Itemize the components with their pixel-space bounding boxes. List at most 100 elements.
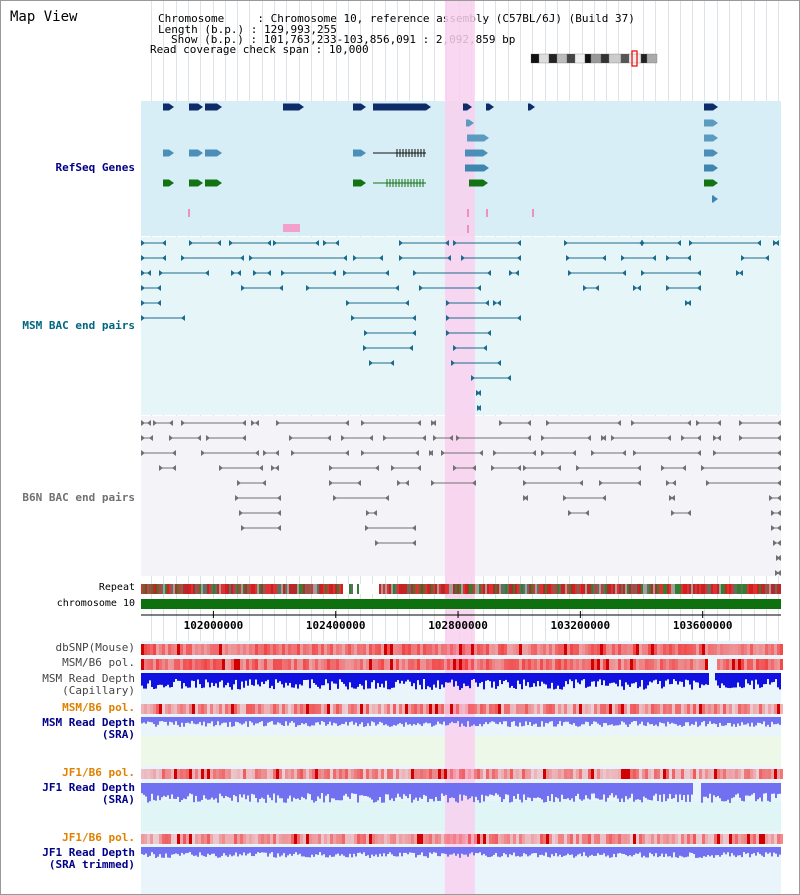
polymorphism-bin bbox=[219, 644, 222, 655]
polymorphism-bin bbox=[555, 834, 558, 844]
read-depth-bin bbox=[261, 847, 263, 853]
read-depth-bin bbox=[775, 847, 777, 854]
refseq-gene bbox=[467, 134, 484, 142]
read-depth-bin bbox=[183, 673, 185, 684]
polymorphism-bin bbox=[399, 769, 402, 779]
read-depth-bin bbox=[209, 717, 211, 724]
repeat-element bbox=[715, 584, 717, 594]
polymorphism-bin bbox=[630, 659, 633, 670]
read-depth-bin bbox=[485, 717, 487, 723]
read-depth-bin bbox=[243, 847, 245, 853]
read-depth-bin bbox=[367, 847, 369, 856]
polymorphism-bin bbox=[432, 704, 435, 714]
read-depth-bin bbox=[193, 717, 195, 724]
repeat-element bbox=[507, 584, 509, 594]
bac-end bbox=[713, 450, 717, 456]
read-depth-bin bbox=[209, 847, 211, 856]
read-depth-bin bbox=[571, 847, 573, 855]
read-depth-bin bbox=[689, 673, 691, 685]
bac-end bbox=[429, 450, 433, 456]
polymorphism-bin bbox=[240, 644, 243, 655]
polymorphism-bin bbox=[321, 704, 324, 714]
read-depth-bin bbox=[689, 783, 691, 802]
polymorphism-bin bbox=[582, 769, 585, 779]
polymorphism-bin bbox=[699, 769, 702, 779]
polymorphism-bin bbox=[318, 659, 321, 670]
polymorphism-bin bbox=[171, 659, 174, 670]
polymorphism-bin bbox=[414, 659, 417, 670]
polymorphism-bin bbox=[393, 704, 396, 714]
polymorphism-bin bbox=[312, 659, 315, 670]
read-depth-bin bbox=[615, 673, 617, 684]
gene-arrow bbox=[198, 103, 203, 111]
read-depth-bin bbox=[519, 847, 521, 857]
polymorphism-bin bbox=[426, 834, 429, 844]
repeat-element bbox=[547, 584, 549, 594]
polymorphism-bin bbox=[342, 644, 345, 655]
read-depth-bin bbox=[187, 847, 189, 853]
read-depth-bin bbox=[779, 673, 781, 690]
bac-end bbox=[240, 255, 244, 261]
polymorphism-bin bbox=[528, 704, 531, 714]
bac-end bbox=[637, 465, 641, 471]
read-depth-bin bbox=[309, 847, 311, 858]
repeat-element bbox=[331, 584, 333, 594]
label-msm-bac: MSM BAC end pairs bbox=[22, 319, 135, 332]
read-depth-bin bbox=[491, 783, 493, 795]
polymorphism-bin bbox=[297, 644, 300, 655]
read-depth-bin bbox=[275, 783, 277, 803]
read-depth-bin bbox=[321, 717, 323, 722]
polymorphism-bin bbox=[510, 704, 513, 714]
polymorphism-bin bbox=[621, 644, 624, 655]
polymorphism-bin bbox=[534, 704, 537, 714]
polymorphism-bin bbox=[537, 659, 540, 670]
read-depth-bin bbox=[279, 847, 281, 857]
polymorphism-bin bbox=[180, 704, 183, 714]
polymorphism-bin bbox=[726, 704, 729, 714]
polymorphism-bin bbox=[462, 704, 465, 714]
polymorphism-bin bbox=[570, 659, 573, 670]
read-depth-bin bbox=[645, 717, 647, 727]
polymorphism-bin bbox=[402, 769, 405, 779]
read-depth-bin bbox=[723, 717, 725, 726]
read-depth-bin bbox=[451, 847, 453, 855]
read-depth-bin bbox=[431, 783, 433, 799]
polymorphism-bin bbox=[153, 769, 156, 779]
polymorphism-bin bbox=[423, 644, 426, 655]
repeat-element bbox=[541, 584, 543, 594]
read-depth-bin bbox=[719, 717, 721, 723]
bac-end bbox=[453, 465, 457, 471]
read-depth-bin bbox=[751, 673, 753, 681]
gene-arrow bbox=[169, 103, 174, 111]
read-depth-bin bbox=[405, 673, 407, 682]
bac-end bbox=[777, 525, 781, 531]
read-depth-bin bbox=[387, 847, 389, 855]
read-depth-bin bbox=[377, 847, 379, 857]
read-depth-bin bbox=[515, 673, 517, 689]
bac-end bbox=[771, 510, 775, 516]
read-depth-bin bbox=[579, 783, 581, 800]
polymorphism-bin bbox=[282, 659, 285, 670]
bac-end bbox=[713, 435, 717, 441]
read-depth-bin bbox=[433, 783, 435, 802]
read-depth-bin bbox=[207, 847, 209, 854]
polymorphism-bin bbox=[576, 769, 579, 779]
polymorphism-bin bbox=[708, 704, 711, 714]
polymorphism-bin bbox=[684, 644, 687, 655]
read-depth-bin bbox=[683, 783, 685, 796]
read-depth-bin bbox=[505, 673, 507, 680]
repeat-element bbox=[455, 584, 457, 594]
polymorphism-bin bbox=[192, 644, 195, 655]
read-depth-bin bbox=[227, 717, 229, 727]
polymorphism-bin bbox=[384, 659, 387, 670]
polymorphism-bin bbox=[474, 834, 477, 844]
bac-end bbox=[346, 300, 350, 306]
read-depth-bin bbox=[333, 673, 335, 684]
read-depth-bin bbox=[637, 783, 639, 800]
polymorphism-bin bbox=[750, 769, 753, 779]
read-depth-bin bbox=[755, 673, 757, 680]
repeat-element bbox=[775, 584, 777, 594]
polymorphism-bin bbox=[543, 769, 546, 779]
read-depth-bin bbox=[761, 783, 763, 802]
